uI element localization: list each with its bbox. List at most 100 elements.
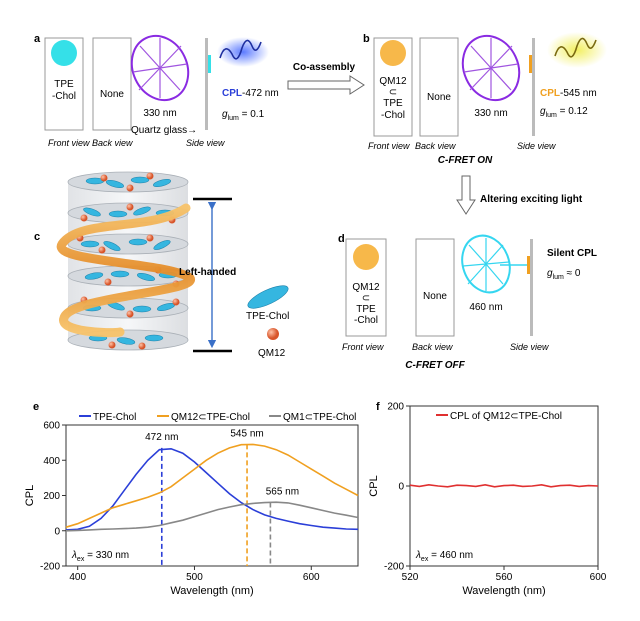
cpl-label-b: CPL-545 nm: [540, 88, 597, 99]
helix-ribbon: [56, 203, 195, 338]
silent-cpl-label: Silent CPL: [547, 248, 597, 259]
back-view-box-b: [419, 37, 459, 137]
front-d-line4: -Chol: [354, 315, 378, 326]
front-d-line2: ⊂: [362, 293, 370, 304]
panel-d: d QM12 ⊂ TPE -Chol None 460 nm Silent CP…: [338, 233, 597, 371]
helix-stack-illustration: [56, 171, 195, 351]
panel-c: c: [34, 171, 289, 359]
legend-label: TPE-Chol: [93, 412, 136, 423]
qm12-emitter-circle-d: [353, 244, 379, 270]
chart-e-xtick-label: 400: [69, 572, 86, 583]
chart-f-xlabel: Wavelength (nm): [462, 585, 545, 597]
glum-label-a: glum = 0.1: [222, 109, 265, 122]
glum-label-b: glum = 0.12: [540, 106, 588, 119]
front-view-caption: Front view: [48, 138, 90, 148]
chart-e-ytick-label: -200: [40, 562, 60, 573]
chart-e-series-line: [65, 447, 359, 531]
front-b-line3: TPE: [383, 98, 403, 109]
cfret-off-label: C-FRET OFF: [405, 360, 465, 371]
cfret-on-label: C-FRET ON: [438, 155, 493, 166]
side-emitter-d: [527, 256, 530, 274]
chart-f-series-line: [409, 483, 599, 488]
chart-e-series-line: [65, 443, 359, 528]
cpl-helix-wave-b: [554, 37, 597, 58]
altering-light-arrow: Altering exciting light: [456, 175, 583, 215]
back-view-box: [92, 37, 132, 131]
side-view-caption-b: Side view: [517, 141, 556, 151]
hollow-arrow-right-icon: [287, 75, 365, 95]
back-text-d: None: [423, 291, 447, 302]
panel-a: a TPE -Chol None 330 nm Quartz glass→ CP…: [34, 33, 279, 148]
legend-label: QM1⊂TPE-Chol: [283, 412, 356, 423]
chart-e-xlabel: Wavelength (nm): [170, 585, 253, 597]
chart-f-xtick-label: 600: [590, 572, 607, 583]
front-b-line1: QM12: [379, 76, 407, 87]
left-handed-label: Left-handed: [179, 267, 236, 278]
tpe-emitter-circle: [51, 40, 77, 66]
panel-c-label: c: [34, 231, 40, 243]
chart-f-ylabel: CPL: [368, 475, 380, 496]
cpl-helix-wave: [219, 39, 262, 60]
cpl-blue-glow: [217, 37, 269, 67]
front-text-line1: TPE: [54, 79, 74, 90]
front-text-line2: -Chol: [52, 91, 76, 102]
front-view-caption-b: Front view: [368, 141, 410, 151]
chart-e-ytick-label: 400: [43, 456, 60, 467]
cpl-yellow-glow: [547, 32, 607, 68]
chart-e: e -200 0 200 400 600 400 500 600 Wavelength (nm)…: [24, 401, 359, 597]
chart-e-plot-frame: [65, 424, 359, 567]
chart-e-ytick-label: 0: [54, 526, 60, 537]
back-view-box-d: [415, 238, 455, 337]
back-text: None: [100, 89, 124, 100]
chart-f-xtick-label: 560: [496, 572, 513, 583]
chart-f-ytick-label: -200: [384, 562, 404, 573]
cpl-label-a: CPL-472 nm: [222, 88, 279, 99]
chart-e-ylabel: CPL: [24, 485, 36, 506]
chart-f-xtick-label: 520: [402, 572, 419, 583]
chart-e-peak-label: 565 nm: [266, 487, 299, 498]
quartz-plate: [205, 38, 208, 130]
qm12-emitter-circle: [380, 40, 406, 66]
side-view-caption: Side view: [186, 138, 225, 148]
qm12-legend-label: QM12: [258, 348, 286, 359]
chart-e-excitation-annotation: λex = 330 nm: [71, 550, 129, 563]
legend-label: QM12⊂TPE-Chol: [171, 412, 250, 423]
excitation-wavelength-d: 460 nm: [469, 302, 502, 313]
chart-f-ytick-label: 200: [387, 402, 404, 413]
quartz-plate-d: [530, 239, 533, 336]
chart-f-excitation-annotation: λex = 460 nm: [415, 550, 473, 563]
co-assembly-arrow: Co-assembly: [287, 62, 365, 95]
altering-light-label: Altering exciting light: [480, 194, 583, 205]
quartz-plate-b: [532, 38, 535, 136]
back-view-caption-d: Back view: [412, 342, 453, 352]
chart-f-ytick-label: 0: [398, 482, 404, 493]
excitation-wavelength-b: 330 nm: [474, 108, 507, 119]
glum-label-d: glum ≈ 0: [547, 268, 581, 281]
excitation-wavelength: 330 nm: [143, 108, 176, 119]
panel-f-label: f: [376, 401, 380, 413]
front-view-caption-d: Front view: [342, 342, 384, 352]
chart-f: f -200 0 200 520 560 600 Wavelength (nm) CPL λex…: [368, 401, 607, 597]
panel-b: b QM12 ⊂ TPE -Chol None 330 nm CPL-545 n…: [363, 32, 607, 166]
back-text-b: None: [427, 92, 451, 103]
back-view-caption: Back view: [92, 138, 133, 148]
excitation-polarizer-icon-d: [461, 234, 511, 294]
side-view-caption-d: Side view: [510, 342, 549, 352]
quartz-label: Quartz glass→: [131, 125, 197, 136]
excitation-polarizer-icon-b: [461, 34, 521, 102]
panel-e-label: e: [33, 401, 39, 413]
hollow-arrow-down-icon: [456, 175, 476, 215]
front-d-line1: QM12: [352, 282, 380, 293]
tpe-chol-legend-label: TPE-Chol: [246, 311, 289, 322]
chart-e-ytick-label: 600: [43, 421, 60, 432]
panel-b-label: b: [363, 33, 370, 45]
panel-a-label: a: [34, 33, 41, 45]
co-assembly-label: Co-assembly: [293, 62, 356, 73]
legend-label: CPL of QM12⊂TPE-Chol: [450, 411, 562, 422]
excitation-polarizer-icon: [130, 34, 190, 102]
chart-e-series-line: [65, 501, 359, 532]
front-d-line3: TPE: [356, 304, 376, 315]
front-b-line4: -Chol: [381, 110, 405, 121]
chart-e-ytick-label: 200: [43, 491, 60, 502]
